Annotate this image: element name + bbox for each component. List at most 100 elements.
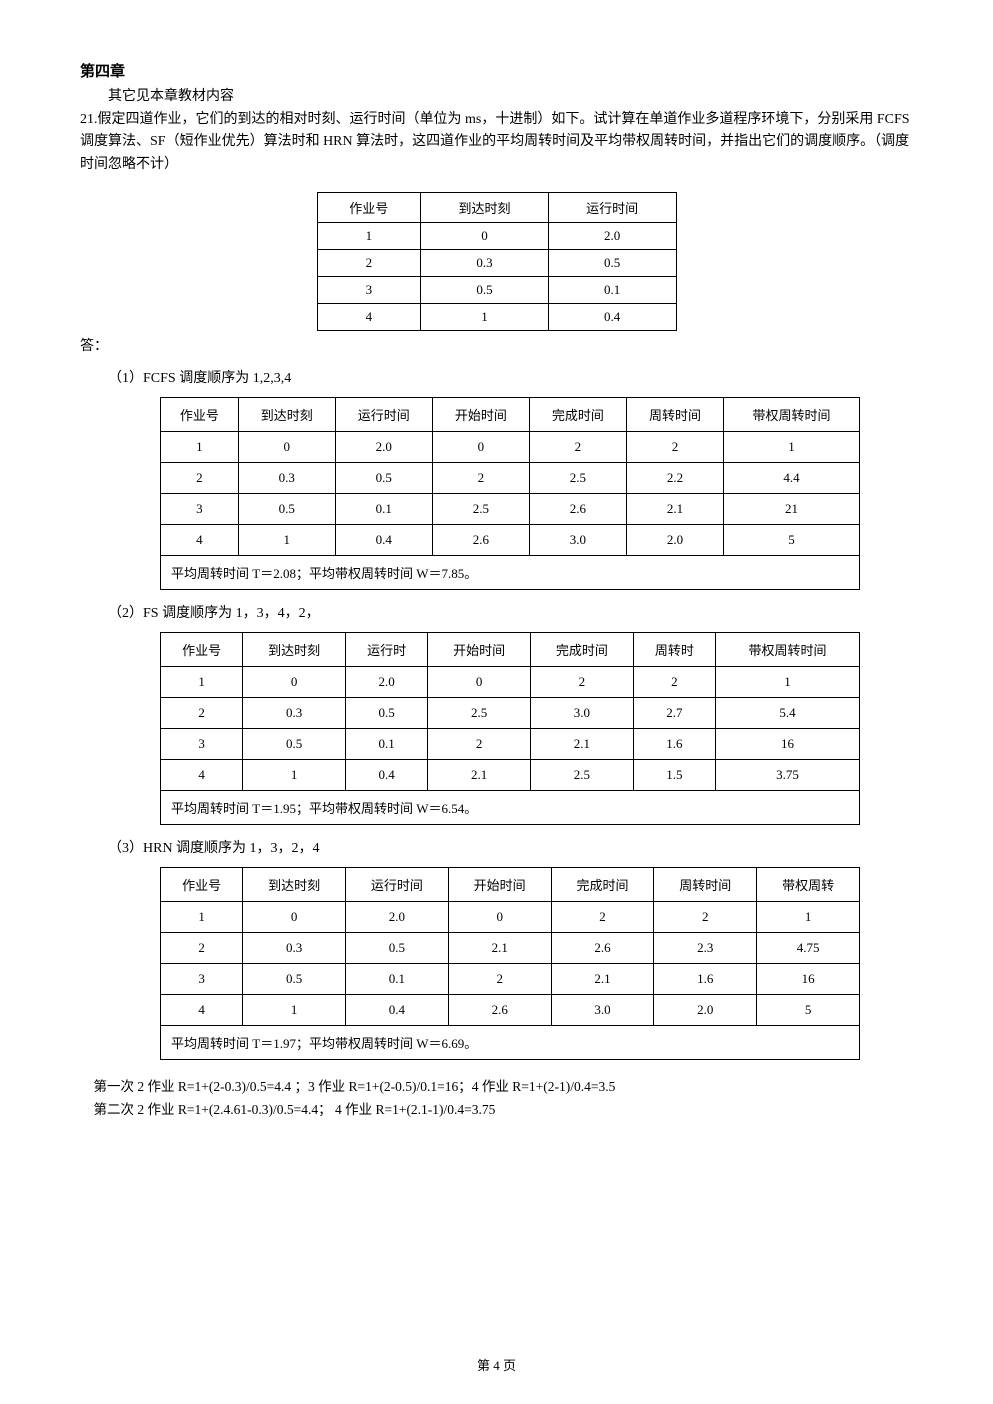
col-header: 作业号 [161, 398, 239, 432]
cell: 2.0 [346, 902, 449, 933]
table-row: 410.42.63.02.05 [161, 525, 860, 556]
col-header: 周转时间 [654, 868, 757, 902]
table-row: 30.50.12.52.62.121 [161, 494, 860, 525]
cell: 1 [161, 902, 243, 933]
cell: 2 [531, 667, 634, 698]
cell: 2 [654, 902, 757, 933]
cell: 0.3 [238, 463, 335, 494]
fcfs-table: 作业号 到达时刻 运行时间 开始时间 完成时间 周转时间 带权周转时间 102.… [160, 397, 860, 590]
col-header: 运行时 [346, 633, 428, 667]
col-header: 完成时间 [529, 398, 626, 432]
col-header: 开始时间 [448, 868, 551, 902]
col-header: 完成时间 [531, 633, 634, 667]
cell: 2 [161, 698, 243, 729]
cell: 1 [724, 432, 860, 463]
cell: 0.4 [548, 304, 676, 331]
given-table: 作业号 到达时刻 运行时间 1 0 2.0 2 0.3 0.5 3 0.5 0.… [317, 192, 677, 331]
cell: 2.5 [531, 760, 634, 791]
cell: 0.5 [238, 494, 335, 525]
page-footer: 第 4 页 [0, 1355, 993, 1374]
cell: 5 [724, 525, 860, 556]
cell: 1 [716, 667, 860, 698]
cell: 0.5 [346, 933, 449, 964]
col-header: 带权周转时间 [716, 633, 860, 667]
cell: 2.0 [626, 525, 723, 556]
cell: 2.0 [654, 995, 757, 1026]
cell: 0.4 [346, 995, 449, 1026]
cell: 2.0 [346, 667, 428, 698]
cell: 0.5 [243, 964, 346, 995]
cell: 1 [317, 223, 421, 250]
cell: 0.5 [346, 698, 428, 729]
summary-row: 平均周转时间 T＝1.97；平均带权周转时间 W＝6.69。 [161, 1026, 860, 1060]
cell: 3.75 [716, 760, 860, 791]
cell: 2 [448, 964, 551, 995]
cell: 2.6 [529, 494, 626, 525]
cell: 4 [161, 525, 239, 556]
cell: 1 [243, 995, 346, 1026]
cell: 0.3 [243, 933, 346, 964]
cell: 0.4 [335, 525, 432, 556]
chapter-title: 第四章 [80, 60, 913, 81]
cell: 1 [238, 525, 335, 556]
section-title-sf: （2）FS 调度顺序为 1，3，4，2， [80, 602, 913, 622]
cell: 0.1 [346, 729, 428, 760]
table-header-row: 作业号 到达时刻 运行时间 开始时间 完成时间 周转时间 带权周转 [161, 868, 860, 902]
cell: 0.1 [548, 277, 676, 304]
cell: 0.1 [346, 964, 449, 995]
cell: 2.6 [551, 933, 654, 964]
section-title-hrn: （3）HRN 调度顺序为 1，3，2，4 [80, 837, 913, 857]
cell: 16 [716, 729, 860, 760]
cell: 0.5 [335, 463, 432, 494]
col-header: 作业号 [161, 633, 243, 667]
cell: 2.1 [448, 933, 551, 964]
cell: 2.6 [432, 525, 529, 556]
cell: 2 [551, 902, 654, 933]
summary-row: 平均周转时间 T＝2.08；平均带权周转时间 W＝7.85。 [161, 556, 860, 590]
table-row: 1 0 2.0 [317, 223, 676, 250]
col-header: 完成时间 [551, 868, 654, 902]
cell: 0.1 [335, 494, 432, 525]
cell: 2.3 [654, 933, 757, 964]
cell: 16 [757, 964, 860, 995]
summary-cell: 平均周转时间 T＝2.08；平均带权周转时间 W＝7.85。 [161, 556, 860, 590]
col-header: 作业号 [317, 193, 421, 223]
calc-line: 第一次 2 作业 R=1+(2-0.3)/0.5=4.4 ；3 作业 R=1+(… [80, 1076, 913, 1099]
summary-cell: 平均周转时间 T＝1.97；平均带权周转时间 W＝6.69。 [161, 1026, 860, 1060]
cell: 3 [161, 729, 243, 760]
cell: 5 [757, 995, 860, 1026]
table-row: 3 0.5 0.1 [317, 277, 676, 304]
cell: 2.1 [626, 494, 723, 525]
col-header: 到达时刻 [243, 633, 346, 667]
cell: 2 [432, 463, 529, 494]
col-header: 到达时刻 [421, 193, 549, 223]
cell: 0 [421, 223, 549, 250]
cell: 2.0 [548, 223, 676, 250]
col-header: 运行时间 [346, 868, 449, 902]
cell: 2.6 [448, 995, 551, 1026]
answer-label: 答： [80, 335, 913, 355]
cell: 0 [243, 667, 346, 698]
table-row: 20.30.52.12.62.34.75 [161, 933, 860, 964]
cell: 2.1 [531, 729, 634, 760]
table-row: 30.50.122.11.616 [161, 964, 860, 995]
cell: 0.5 [548, 250, 676, 277]
col-header: 带权周转时间 [724, 398, 860, 432]
cell: 2 [317, 250, 421, 277]
cell: 2.1 [428, 760, 531, 791]
cell: 2.2 [626, 463, 723, 494]
cell: 0 [432, 432, 529, 463]
cell: 0.5 [421, 277, 549, 304]
subtitle: 其它见本章教材内容 [80, 85, 913, 105]
table-row: 30.50.122.11.616 [161, 729, 860, 760]
table-row: 102.00221 [161, 432, 860, 463]
cell: 2 [428, 729, 531, 760]
section-title-fcfs: （1）FCFS 调度顺序为 1,2,3,4 [80, 367, 913, 387]
cell: 1 [161, 667, 243, 698]
cell: 0.3 [243, 698, 346, 729]
table-row: 2 0.3 0.5 [317, 250, 676, 277]
cell: 1.5 [633, 760, 715, 791]
cell: 2 [161, 933, 243, 964]
cell: 2 [633, 667, 715, 698]
cell: 21 [724, 494, 860, 525]
